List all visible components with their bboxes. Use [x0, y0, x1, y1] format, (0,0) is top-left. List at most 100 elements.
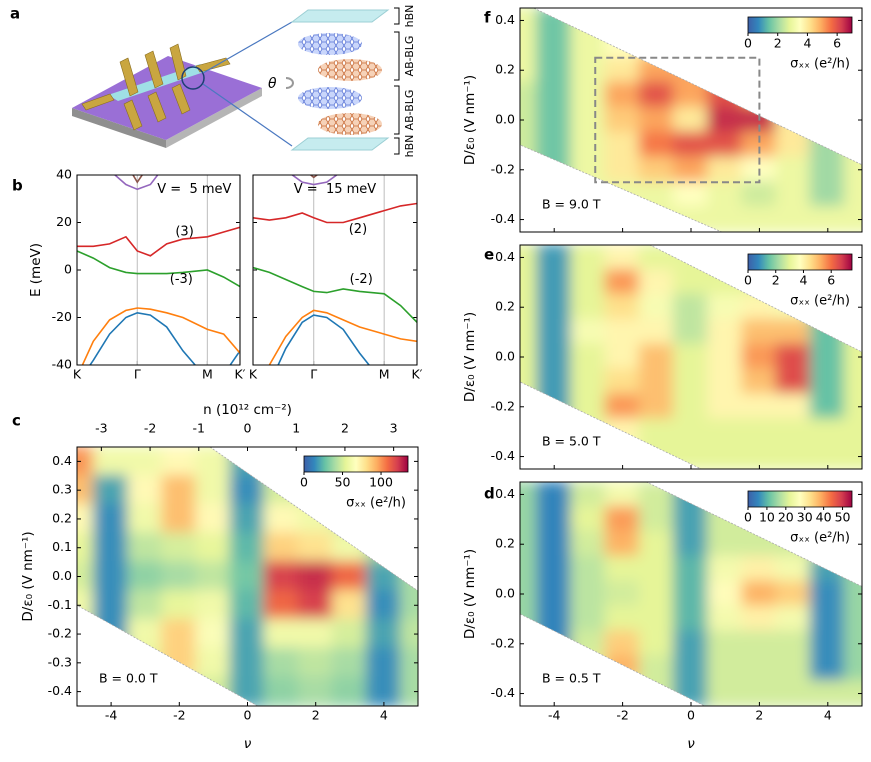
heatmap-cell	[843, 106, 862, 134]
heatmap-cell	[672, 505, 710, 533]
colorbar-tick-label: 0	[744, 36, 752, 51]
heatmap-cell	[809, 555, 846, 583]
colorbar	[747, 253, 853, 271]
heatmap-cell	[297, 532, 334, 564]
x-tick-label: K′	[234, 367, 245, 382]
heatmap-cell	[638, 443, 675, 469]
heatmap-cell	[604, 393, 641, 421]
x2-tick-label: -2	[144, 421, 156, 436]
heatmap-cell	[638, 343, 675, 371]
colorbar-tick-label: 40	[816, 510, 832, 525]
heatmap-cell	[741, 680, 778, 706]
heatmap-cell	[707, 156, 744, 184]
axes-frame	[519, 7, 863, 233]
heatmap-cell	[331, 647, 368, 679]
heatmap-cell	[707, 181, 744, 209]
heatmap-cell	[263, 647, 300, 679]
heatmap-cell	[809, 156, 846, 184]
blg-layer	[318, 59, 382, 81]
heatmap-cell	[161, 474, 198, 506]
heatmap-cell	[741, 605, 778, 633]
heatmap-cell	[161, 618, 198, 650]
heatmap-cell	[809, 630, 846, 658]
heatmap-cell	[570, 368, 607, 396]
heatmap-cell	[707, 131, 744, 159]
heatmap-cell	[570, 318, 607, 346]
heatmap-cell	[570, 343, 607, 371]
y-tick-label: -0.2	[491, 161, 515, 176]
y-tick-label: -0.4	[491, 448, 515, 463]
heatmap-cell	[672, 293, 710, 321]
colorbar-tick-label: 50	[335, 475, 351, 490]
heatmap-cell	[604, 505, 641, 533]
y-tick-label: 0.0	[495, 586, 515, 601]
heatmap-cell	[707, 605, 744, 633]
colorbar-tick-label: 4	[799, 273, 807, 288]
heatmap-cell	[93, 474, 130, 506]
y-tick-label: 0.1	[52, 539, 72, 554]
heatmap-cell	[775, 418, 812, 446]
heatmap-cell	[638, 482, 675, 508]
heatmap-cell	[570, 268, 607, 296]
heatmap-cell	[604, 368, 641, 396]
colorbar-label: σₓₓ (e²/h)	[790, 531, 850, 546]
band-line	[290, 175, 339, 186]
heatmap-cell	[672, 555, 710, 583]
heatmap-cell	[638, 555, 675, 583]
heatmap-cell	[331, 589, 368, 621]
heatmap-cell	[536, 368, 573, 396]
heatmap-cell	[570, 605, 607, 633]
heatmap-cell	[638, 630, 675, 658]
heatmap-cell	[520, 293, 539, 321]
heatmap-cell	[263, 532, 300, 564]
heatmap-cell	[536, 293, 573, 321]
annotation: V = 15 meV	[294, 182, 377, 197]
colorbar-tick-label: 10	[759, 510, 775, 525]
hbn-layer	[290, 137, 390, 151]
heatmap-cell	[263, 474, 300, 506]
y-tick-label: -40	[52, 357, 72, 372]
heatmap-cell	[775, 555, 812, 583]
heatmap-cell	[775, 393, 812, 421]
y-tick-label: 0.2	[52, 510, 72, 525]
heatmap-cell	[195, 676, 232, 706]
heatmap-cell	[229, 503, 266, 535]
y-axis-label: D/ε₀ (V nm⁻¹)	[462, 312, 478, 402]
annotation: (-3)	[170, 272, 193, 287]
heatmap-cell	[707, 393, 744, 421]
heatmap-cell	[604, 418, 641, 446]
heatmap-cell	[520, 580, 539, 608]
layer-label: AB-BLG	[403, 36, 416, 77]
heatmap-cell	[604, 56, 641, 84]
heatmap-cell	[775, 106, 812, 134]
heatmap-cell	[775, 131, 812, 159]
y-tick-label: -20	[52, 309, 72, 324]
heatmap-cell	[638, 368, 675, 396]
heatmap-cell	[775, 655, 812, 683]
heatmap-cell	[775, 343, 812, 371]
colorbar-tick-label: 0	[744, 273, 752, 288]
heatmap-cell	[672, 655, 710, 683]
heatmap-cell	[297, 618, 334, 650]
heatmap-cell	[775, 81, 812, 109]
heatmap-cell	[570, 393, 607, 421]
y-tick-label: 0.0	[52, 568, 72, 583]
heatmap-cell	[536, 245, 573, 271]
axes-frame	[519, 244, 863, 470]
heatmap-cell	[672, 268, 710, 296]
heatmap-cell	[570, 156, 607, 184]
y-tick-label: -0.4	[491, 685, 515, 700]
x-tick-label: -2	[173, 708, 185, 723]
heatmap-cell	[263, 447, 300, 477]
heatmap-cell	[536, 555, 573, 583]
brackets	[394, 7, 400, 155]
heatmap-cell	[741, 206, 778, 232]
colorbar-tick-label: 2	[774, 36, 782, 51]
colorbar-tick-label: 20	[778, 510, 794, 525]
heatmap-cell	[604, 131, 641, 159]
y-tick-label: 0.4	[495, 12, 515, 27]
heatmap-cell	[536, 580, 573, 608]
heatmap-cell	[775, 156, 812, 184]
blg-layer	[318, 113, 382, 135]
